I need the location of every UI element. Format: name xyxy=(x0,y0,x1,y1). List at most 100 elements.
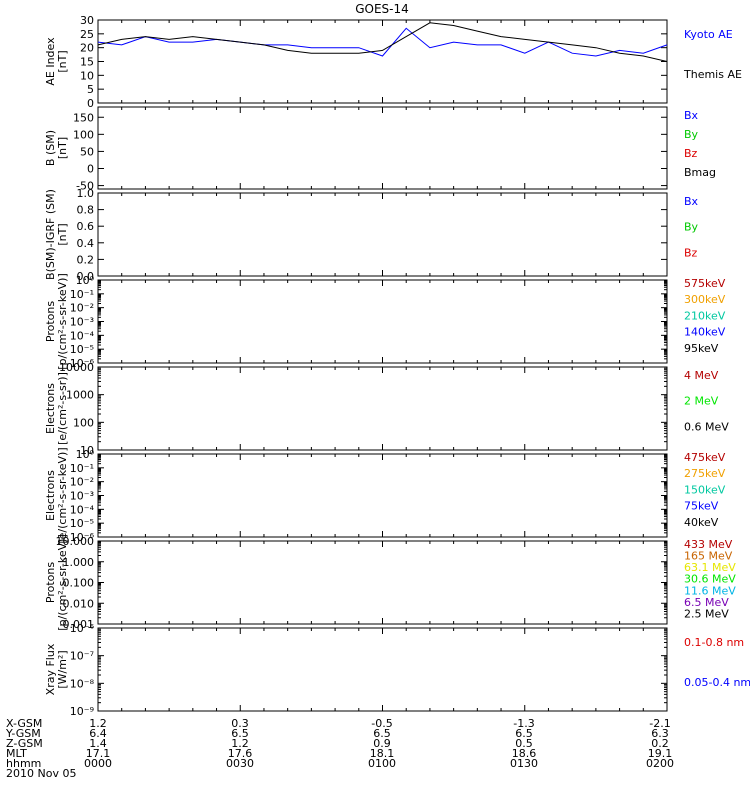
y-tick-label: 50 xyxy=(80,145,94,158)
series-line-themis-ae xyxy=(97,22,668,62)
legend-item: 140keV xyxy=(684,326,726,339)
y-axis-label: [p/(cm²-s-sr-keV)] xyxy=(56,273,69,370)
legend-item: Bz xyxy=(684,246,698,259)
legend-item: 165 MeV xyxy=(684,550,733,563)
y-tick-label: 1.000 xyxy=(63,556,95,569)
ephemeris-value: -0.5 xyxy=(371,717,392,730)
ephemeris-value: 6.5 xyxy=(373,727,391,740)
legend-item: 275keV xyxy=(684,467,726,480)
y-tick-label: 10⁻⁹ xyxy=(70,705,94,718)
panel-7: 0.001 0.010 0.100 1.000 10.000 Protons [p/(cm²… xyxy=(44,534,736,631)
panel-frame xyxy=(97,627,668,712)
y-tick-label: 0 xyxy=(87,163,94,176)
y-tick-label: 25 xyxy=(80,28,94,41)
y-tick-label: 100 xyxy=(73,128,94,141)
y-tick-label: 10⁻⁴ xyxy=(70,329,95,342)
legend-item: Kyoto AE xyxy=(684,28,733,41)
y-tick-label: 1000 xyxy=(66,389,94,402)
panel-frame xyxy=(97,19,668,104)
plot-date: 2010 Nov 05 xyxy=(6,767,76,780)
y-tick-label: 10 xyxy=(80,69,94,82)
y-axis-label: Protons xyxy=(44,301,57,342)
legend-item: 2.5 MeV xyxy=(684,607,729,620)
y-tick-label: 10.000 xyxy=(56,535,95,548)
y-tick-label: 0.2 xyxy=(77,253,95,266)
y-tick-label: 10⁻⁶ xyxy=(70,357,95,370)
ephemeris-value: 18.6 xyxy=(512,747,537,760)
legend-item: 210keV xyxy=(684,309,726,322)
legend-item: Bz xyxy=(684,147,698,160)
y-axis-label: AE Index xyxy=(44,37,57,86)
ephemeris-value: -1.3 xyxy=(513,717,534,730)
ephemeris-value: 6.3 xyxy=(651,727,669,740)
y-axis-label: [e/(cm²-s-sr-keV)] xyxy=(56,447,69,543)
ephemeris-value: 0100 xyxy=(368,757,396,770)
ephemeris-value: 1.2 xyxy=(231,737,249,750)
y-axis-label: B(SM)-IGRF (SM) xyxy=(44,189,57,280)
legend-item: Bx xyxy=(684,109,699,122)
y-tick-label: 10⁰ xyxy=(76,448,95,461)
y-axis-label: [nT] xyxy=(56,50,69,72)
legend-item: 575keV xyxy=(684,277,726,290)
y-tick-label: 10⁻³ xyxy=(70,490,94,503)
ephemeris-value: 6.4 xyxy=(89,727,107,740)
y-tick-label: 10⁻⁸ xyxy=(70,677,95,690)
ephemeris-row-label: Z-GSM xyxy=(6,737,43,750)
panel-3: 0.0 0.2 0.4 0.6 0.8 1.0 B(SM)-IGRF (SM) [nT] Bx B… xyxy=(44,187,699,283)
ephemeris-value: 6.5 xyxy=(515,727,533,740)
ephemeris-value: 0030 xyxy=(226,757,254,770)
legend-item: 150keV xyxy=(684,483,726,496)
y-tick-label: 150 xyxy=(73,111,94,124)
legend-item: 6.5 MeV xyxy=(684,596,729,609)
panel-frame xyxy=(97,192,668,277)
y-tick-label: 15 xyxy=(80,56,94,69)
legend-item: By xyxy=(684,128,699,141)
legend-item: Bx xyxy=(684,195,699,208)
legend-item: 63.1 MeV xyxy=(684,561,736,574)
y-tick-label: 0.0 xyxy=(77,270,95,283)
y-axis-label: B (SM) xyxy=(44,130,57,166)
y-axis-label: Electrons xyxy=(44,470,57,521)
y-axis-label: [p/(cm²-s-sr-keV)] xyxy=(56,534,69,631)
panel-frame xyxy=(97,453,668,538)
legend-item: 11.6 MeV xyxy=(684,584,736,597)
y-tick-label: 10⁻⁶ xyxy=(70,531,95,544)
ephemeris-value: 18.1 xyxy=(370,747,395,760)
panel-frame xyxy=(97,279,668,364)
panel-frame xyxy=(97,106,668,190)
y-axis-label: [nT] xyxy=(56,223,69,245)
y-tick-label: 10⁻⁴ xyxy=(70,503,95,516)
y-tick-label: 10⁻³ xyxy=(70,316,94,329)
y-tick-label: 30 xyxy=(80,14,94,27)
y-tick-label: 1.0 xyxy=(77,187,95,200)
legend-item: Themis AE xyxy=(683,68,742,81)
panel-frame xyxy=(97,540,668,625)
ephemeris-value: 19.1 xyxy=(648,747,673,760)
y-tick-label: 10000 xyxy=(59,361,94,374)
ephemeris-row-label: X-GSM xyxy=(6,717,42,730)
y-tick-label: 0.8 xyxy=(77,204,95,217)
y-tick-label: 100 xyxy=(73,416,94,429)
legend-item: 40keV xyxy=(684,516,719,529)
y-tick-label: 10⁻⁷ xyxy=(70,650,94,663)
y-tick-label: 10⁻¹ xyxy=(70,462,94,475)
y-tick-label: -50 xyxy=(76,180,94,193)
ephemeris-value: 6.5 xyxy=(231,727,249,740)
y-axis-label: [W/m²] xyxy=(56,650,69,688)
y-tick-label: 20 xyxy=(80,42,94,55)
ephemeris-row-label: Y-GSM xyxy=(5,727,41,740)
y-tick-label: 5 xyxy=(87,83,94,96)
y-tick-label: 10⁻² xyxy=(70,476,94,489)
y-tick-label: 0.4 xyxy=(77,237,95,250)
ephemeris-value: 17.1 xyxy=(86,747,111,760)
ephemeris-value: 1.2 xyxy=(89,717,107,730)
plot-title: GOES-14 xyxy=(355,2,409,16)
legend-item: 2 MeV xyxy=(684,395,719,408)
legend-item: 0.05-0.4 nm xyxy=(684,676,750,689)
y-axis-label: Electrons xyxy=(44,383,57,434)
